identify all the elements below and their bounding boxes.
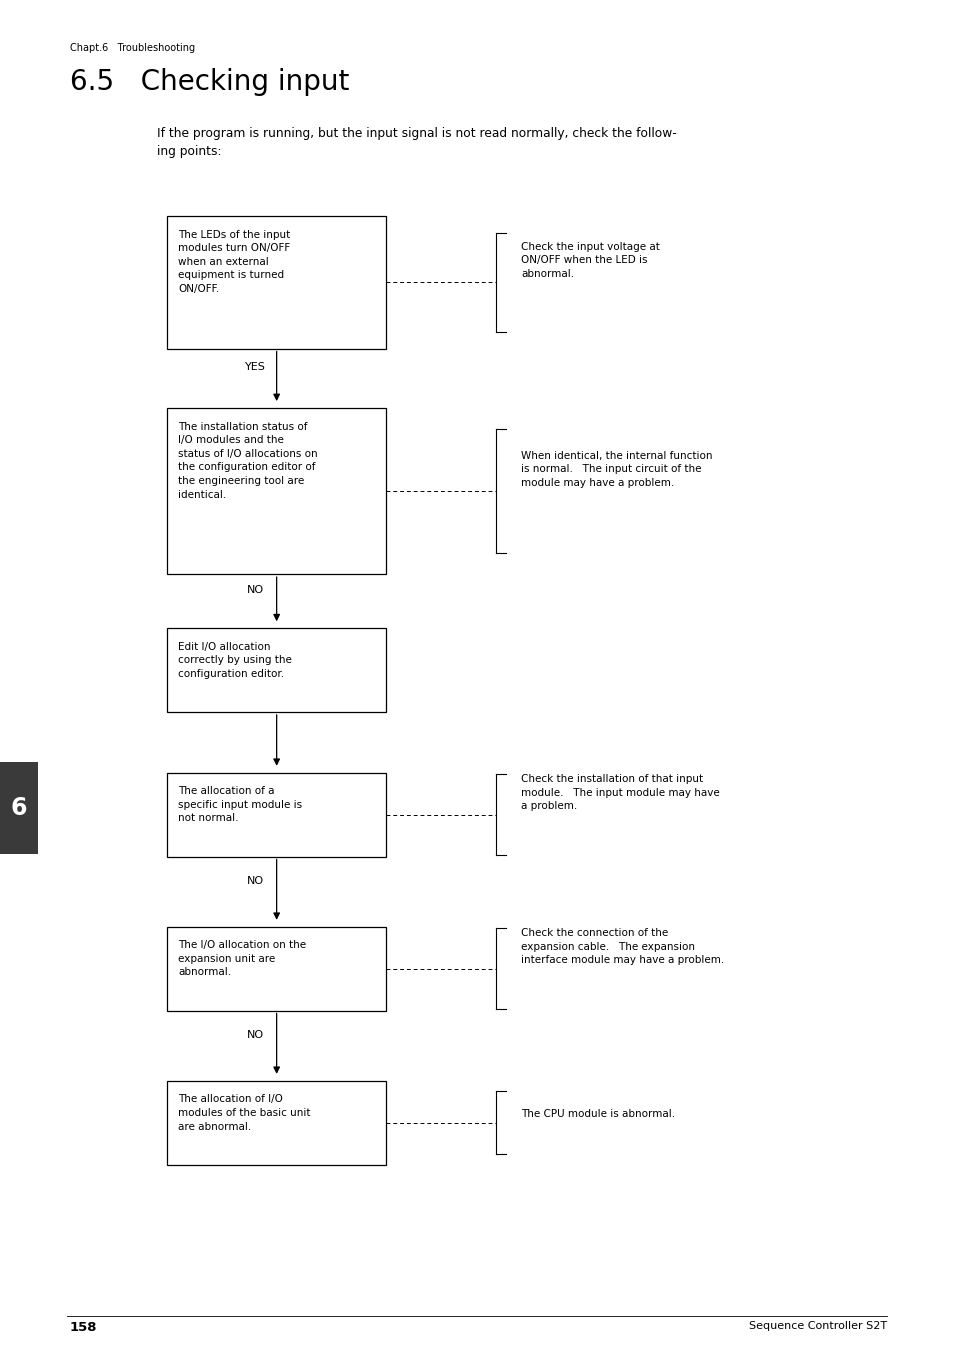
Text: When identical, the internal function
is normal.   The input circuit of the
modu: When identical, the internal function is…	[520, 451, 712, 488]
FancyBboxPatch shape	[167, 927, 386, 1011]
Text: 6: 6	[10, 796, 28, 820]
Text: NO: NO	[247, 585, 264, 596]
Text: Check the installation of that input
module.   The input module may have
a probl: Check the installation of that input mod…	[520, 774, 719, 812]
Text: NO: NO	[247, 1029, 264, 1040]
Text: NO: NO	[247, 875, 264, 886]
Text: The I/O allocation on the
expansion unit are
abnormal.: The I/O allocation on the expansion unit…	[178, 940, 306, 978]
Text: The allocation of a
specific input module is
not normal.: The allocation of a specific input modul…	[178, 786, 302, 824]
FancyBboxPatch shape	[167, 408, 386, 574]
FancyBboxPatch shape	[167, 628, 386, 712]
FancyBboxPatch shape	[0, 762, 38, 854]
Text: Check the connection of the
expansion cable.   The expansion
interface module ma: Check the connection of the expansion ca…	[520, 928, 723, 966]
Text: Edit I/O allocation
correctly by using the
configuration editor.: Edit I/O allocation correctly by using t…	[178, 642, 292, 680]
Text: 158: 158	[70, 1321, 97, 1335]
Text: The installation status of
I/O modules and the
status of I/O allocations on
the : The installation status of I/O modules a…	[178, 422, 317, 500]
Text: Check the input voltage at
ON/OFF when the LED is
abnormal.: Check the input voltage at ON/OFF when t…	[520, 242, 659, 280]
FancyBboxPatch shape	[167, 1081, 386, 1165]
Text: Chapt.6   Troubleshooting: Chapt.6 Troubleshooting	[70, 43, 194, 53]
Text: The allocation of I/O
modules of the basic unit
are abnormal.: The allocation of I/O modules of the bas…	[178, 1094, 311, 1132]
FancyBboxPatch shape	[167, 773, 386, 857]
Text: If the program is running, but the input signal is not read normally, check the : If the program is running, but the input…	[157, 127, 677, 158]
Text: YES: YES	[245, 362, 266, 373]
Text: The LEDs of the input
modules turn ON/OFF
when an external
equipment is turned
O: The LEDs of the input modules turn ON/OF…	[178, 230, 291, 295]
Text: Sequence Controller S2T: Sequence Controller S2T	[748, 1321, 886, 1331]
Text: The CPU module is abnormal.: The CPU module is abnormal.	[520, 1109, 675, 1119]
FancyBboxPatch shape	[167, 216, 386, 349]
Text: 6.5   Checking input: 6.5 Checking input	[70, 68, 349, 96]
